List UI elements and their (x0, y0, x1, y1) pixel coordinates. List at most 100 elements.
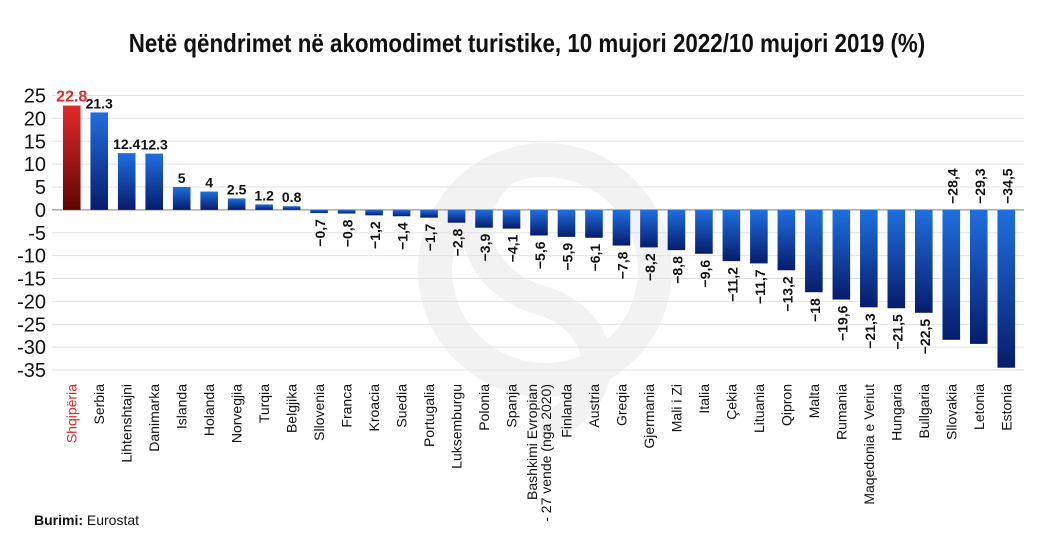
y-tick-label: -5 (28, 223, 46, 245)
x-category-label: Portugalia (421, 384, 437, 447)
bar (117, 153, 136, 210)
bar (530, 209, 548, 236)
x-category-label: Turqia (256, 384, 272, 423)
y-tick-label: 10 (24, 154, 46, 176)
x-category-label: Rumania (833, 384, 849, 440)
x-category-label: Gjermania (641, 384, 657, 449)
x-category-label: Sllovakia (943, 384, 959, 440)
value-label: −13,2 (779, 276, 795, 312)
x-category-label: Danimarka (146, 384, 162, 452)
bar (310, 209, 328, 214)
watermark-logo (418, 143, 672, 445)
x-category-label: Bashkimi Evropian (524, 384, 540, 500)
value-label: 12.4 (113, 136, 140, 152)
value-label: −4,1 (505, 234, 521, 262)
value-label: −6,1 (587, 244, 603, 272)
x-category-label: Islanda (174, 384, 190, 429)
bar (557, 209, 576, 237)
x-category-label: Shqipëria (64, 384, 80, 443)
value-label: 2.5 (227, 181, 247, 197)
value-labels: 22.821.312.4 12.35 4 2.5 1.2 0.8−0,7 −0,8 −1,2−… (56, 89, 1015, 355)
bars (62, 105, 1016, 368)
bar (392, 209, 411, 217)
bar (282, 206, 301, 210)
y-tick-label: -35 (17, 360, 46, 382)
bar (447, 209, 466, 223)
x-category-label: Sllovenia (311, 384, 327, 441)
bar (695, 209, 713, 254)
x-category-label: Spanja (504, 384, 520, 428)
bar (942, 209, 961, 340)
value-label: −1,4 (395, 222, 411, 250)
x-axis: Shqipëria Serbia Lihtenshtajni Danimarka Isl… (64, 384, 1015, 522)
x-category-label: Norvegjia (229, 384, 245, 443)
x-category-label: Malta (806, 384, 822, 418)
bar (860, 209, 878, 308)
bar (722, 209, 741, 262)
value-label: −8,2 (642, 253, 658, 281)
bar (62, 105, 81, 210)
x-category-label: Austria (586, 384, 602, 428)
source-note: Burimi: Eurostat (34, 512, 139, 528)
value-label: −28,4 (944, 168, 960, 204)
y-tick-label: -20 (17, 291, 46, 313)
value-label: −11,2 (724, 267, 740, 302)
bar (805, 209, 823, 293)
y-tick-label: -25 (17, 314, 46, 336)
bar (502, 209, 521, 229)
value-label: −2,8 (450, 228, 466, 256)
x-category-label: Franca (339, 384, 355, 428)
value-label: −34,5 (999, 168, 1015, 204)
x-category-label: Greqia (613, 384, 629, 426)
x-category-label: Maqedonia e Veriut (861, 384, 877, 505)
x-category-label: Serbia (91, 384, 107, 425)
value-label: 0.8 (282, 189, 302, 205)
bar (365, 209, 383, 216)
x-category-label: Letonia (971, 384, 987, 430)
value-label: −9,6 (697, 260, 713, 288)
bar (585, 209, 603, 238)
x-category-label: Çekia (723, 384, 739, 420)
value-label: −29,3 (972, 168, 988, 204)
y-tick-label: -15 (17, 269, 46, 291)
y-tick-label: -10 (17, 246, 46, 268)
bar (337, 209, 356, 214)
value-label: −0,7 (312, 219, 328, 247)
bar (777, 209, 796, 271)
value-label: 4 (205, 175, 213, 191)
x-category-label: Holanda (201, 384, 217, 436)
value-label: 5 (178, 170, 186, 186)
x-category-label: Suedia (394, 384, 410, 428)
y-tick-label: 25 (24, 86, 46, 108)
value-label: −21,5 (889, 314, 905, 350)
bar (750, 209, 768, 264)
x-category-label: - 27 vende (nga 2020) (538, 384, 554, 522)
x-category-label: Polonia (476, 384, 492, 431)
x-category-label: Belgjika (284, 384, 300, 433)
bar (255, 204, 273, 210)
x-category-label: Finlanda (558, 384, 574, 438)
value-label: −19,6 (834, 305, 850, 341)
value-label: −21,3 (862, 313, 878, 349)
value-label: −5,6 (532, 241, 548, 269)
bar (640, 209, 658, 248)
bar (969, 209, 988, 344)
x-category-label: Lihtenshtajni (119, 384, 135, 463)
bar (612, 209, 631, 246)
value-label: 21.3 (86, 95, 113, 111)
value-label: −1,7 (422, 223, 438, 251)
value-label: 22.8 (56, 89, 87, 106)
x-category-label: Estonia (998, 384, 1014, 431)
y-tick-label: 20 (24, 108, 46, 130)
x-category-label: Italia (696, 384, 712, 414)
bar (475, 209, 493, 228)
source-label: Burimi: (34, 512, 83, 528)
x-category-label: Luksemburgu (449, 384, 465, 469)
y-tick-label: 0 (35, 200, 46, 222)
bar (227, 198, 246, 210)
value-label: −0,8 (340, 219, 356, 247)
bar (90, 112, 109, 210)
x-category-label: Bullgaria (916, 384, 932, 439)
